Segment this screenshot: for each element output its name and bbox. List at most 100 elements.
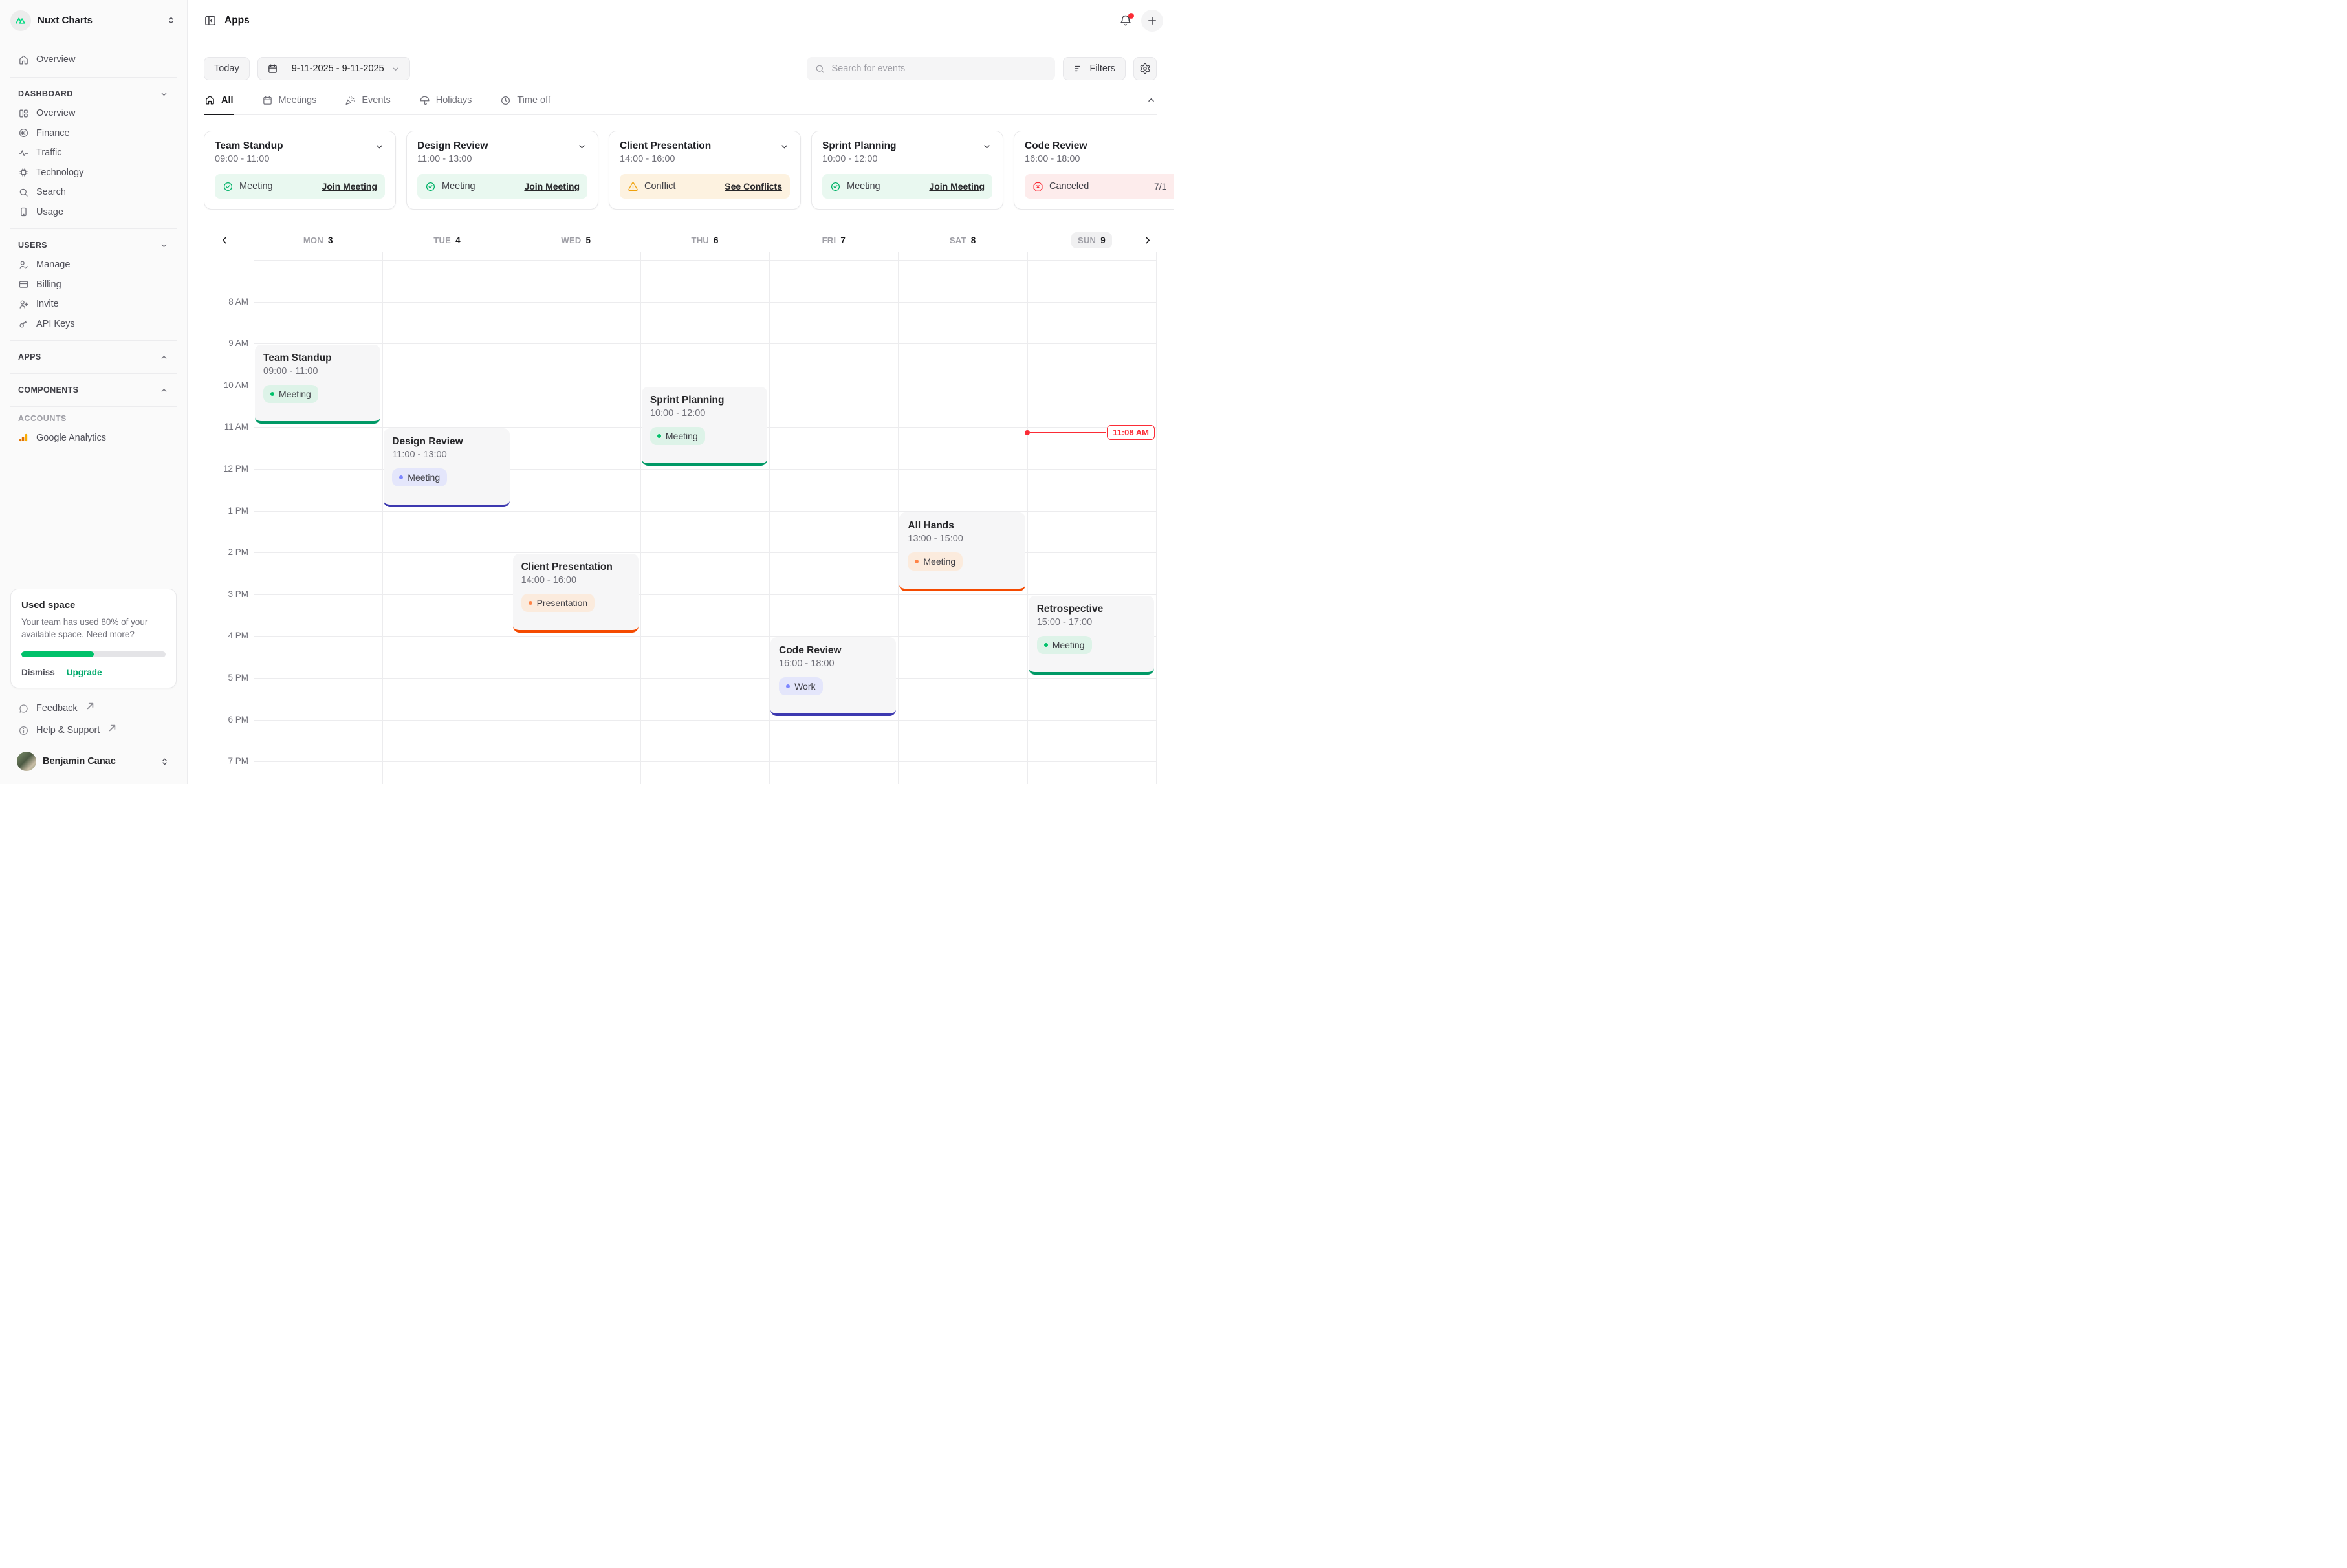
sidebar-item-traffic[interactable]: Traffic — [10, 144, 177, 162]
sidebar-item-invite[interactable]: Invite — [10, 295, 177, 314]
tab-holidays[interactable]: Holidays — [419, 94, 473, 114]
sidebar-item-overview-top[interactable]: Overview — [10, 50, 177, 69]
sidebar-toggle-icon[interactable] — [204, 14, 217, 27]
date-range-picker[interactable]: 9-11-2025 - 9-11-2025 — [257, 57, 410, 80]
up-down-chevron-icon — [166, 15, 177, 26]
sidebar-item-technology[interactable]: Technology — [10, 163, 177, 182]
hour-gridline — [254, 636, 1157, 637]
event-card-title: Sprint Planning — [822, 140, 897, 151]
chevron-down-icon[interactable] — [576, 141, 587, 152]
upgrade-button[interactable]: Upgrade — [66, 668, 102, 677]
tab-meetings[interactable]: Meetings — [261, 94, 318, 114]
calendar-grid: 8 AM 9 AM 10 AM 11 AM 12 PM 1 PM 2 PM 3 PM 4 PM 5… — [204, 252, 1157, 784]
day-header-sun-9: SUN 9 — [1027, 229, 1156, 252]
dismiss-button[interactable]: Dismiss — [21, 668, 55, 677]
event-tag-badge: Meeting — [263, 385, 318, 404]
hour-gridline — [254, 677, 1157, 679]
sidebar-section-dashboard[interactable]: DASHBOARD — [10, 85, 177, 103]
day-header-thu-6: THU 6 — [691, 235, 719, 245]
workspace-switcher[interactable]: Nuxt Charts — [0, 0, 187, 41]
settings-button[interactable] — [1133, 57, 1157, 80]
divider — [10, 228, 177, 229]
sidebar-item-api-keys[interactable]: API Keys — [10, 314, 177, 333]
sidebar-item-overview[interactable]: Overview — [10, 104, 177, 123]
sidebar-item-manage[interactable]: Manage — [10, 256, 177, 274]
hour-gridline — [254, 761, 1157, 763]
user-menu[interactable]: Benjamin Canac — [10, 748, 177, 775]
calendar-event-all-hands[interactable]: All Hands 13:00 - 15:00 Meeting — [899, 512, 1025, 591]
chevron-down-icon[interactable] — [779, 141, 790, 152]
notifications-button[interactable] — [1119, 12, 1134, 27]
banner-action-link[interactable]: Join Meeting — [322, 181, 377, 191]
google-analytics-icon — [18, 432, 29, 443]
date-range-value: 9-11-2025 - 9-11-2025 — [291, 63, 384, 74]
check-circle-icon — [223, 181, 234, 192]
event-card-sprint-planning: Sprint Planning 10:00 - 12:00 Meeting Jo… — [811, 131, 1003, 210]
day-gridline — [769, 252, 770, 784]
sidebar-item-usage[interactable]: Usage — [10, 202, 177, 221]
party-popper-icon — [345, 95, 356, 106]
calendar-event-code-review[interactable]: Code Review 16:00 - 18:00 Work — [770, 637, 897, 717]
tag-dot-icon — [915, 559, 919, 563]
sidebar-section-users[interactable]: USERS — [10, 236, 177, 254]
sidebar-item-google-analytics[interactable]: Google Analytics — [10, 428, 177, 447]
day-gridline — [1027, 252, 1028, 784]
status-label: Meeting — [239, 181, 273, 191]
calendar-event-retrospective[interactable]: Retrospective 15:00 - 17:00 Meeting — [1028, 595, 1154, 675]
chevron-up-icon — [159, 353, 169, 362]
day-gridline — [640, 252, 641, 784]
hour-label: 11 AM — [224, 422, 248, 432]
banner-action-link[interactable]: Join Meeting — [929, 181, 985, 191]
content: Today 9-11-2025 - 9-11-2025 Filters — [188, 41, 1174, 784]
home-icon — [204, 94, 215, 105]
current-time-dot-icon — [1024, 430, 1030, 435]
tab-events[interactable]: Events — [344, 94, 391, 114]
tab-time-off[interactable]: Time off — [499, 94, 551, 114]
banner-action-link[interactable]: See Conflicts — [725, 181, 782, 191]
calendar-event-sprint-planning[interactable]: Sprint Planning 10:00 - 12:00 Meeting — [641, 386, 768, 466]
layout-icon — [18, 108, 29, 119]
divider — [10, 340, 177, 341]
search-icon — [18, 187, 29, 198]
home-icon — [18, 54, 29, 65]
chevron-right-icon[interactable] — [1142, 235, 1153, 246]
sidebar-item-search[interactable]: Search — [10, 183, 177, 202]
credit-card-icon — [18, 279, 29, 290]
search-input[interactable] — [831, 63, 1047, 74]
hour-gridline — [254, 552, 1157, 554]
sidebar-item-finance[interactable]: Finance — [10, 124, 177, 142]
event-card-time: 10:00 - 12:00 — [822, 154, 878, 164]
event-card-title: Code Review — [1025, 140, 1087, 151]
divider — [10, 406, 177, 407]
tab-all[interactable]: All — [204, 94, 234, 115]
banner-action-link[interactable]: Join Meeting — [524, 181, 580, 191]
calendar-icon — [262, 95, 273, 106]
event-tag-badge: Meeting — [908, 552, 963, 571]
sidebar-link-help-support[interactable]: Help & Support — [10, 719, 177, 741]
today-button[interactable]: Today — [204, 57, 250, 80]
filters-button[interactable]: Filters — [1062, 57, 1126, 80]
chevron-left-icon[interactable] — [219, 235, 230, 246]
collapse-cards-icon[interactable] — [1146, 94, 1157, 105]
calendar-event-team-standup[interactable]: Team Standup 09:00 - 11:00 Meeting — [255, 345, 381, 424]
sidebar-section-components[interactable]: COMPONENTS — [10, 381, 177, 399]
activity-icon — [18, 147, 29, 158]
chevron-down-icon[interactable] — [374, 141, 385, 152]
check-circle-icon — [830, 181, 841, 192]
sidebar-item-billing[interactable]: Billing — [10, 275, 177, 294]
external-link-icon — [85, 701, 96, 712]
sidebar-link-feedback[interactable]: Feedback — [10, 697, 177, 719]
calendar-event-design-review[interactable]: Design Review 11:00 - 13:00 Meeting — [384, 428, 510, 508]
hour-gridline — [254, 719, 1157, 721]
external-link-icon — [107, 723, 118, 734]
calendar-event-client-presentation[interactable]: Client Presentation 14:00 - 16:00 Presen… — [512, 554, 639, 633]
hour-label: 8 AM — [228, 296, 248, 307]
event-card-time: 16:00 - 18:00 — [1025, 154, 1080, 164]
hour-label: 7 PM — [228, 756, 248, 767]
up-down-chevron-icon — [159, 756, 170, 767]
add-button[interactable] — [1141, 9, 1163, 32]
sidebar-section-apps[interactable]: APPS — [10, 348, 177, 366]
chevron-down-icon[interactable] — [981, 141, 992, 152]
user-name: Benjamin Canac — [43, 756, 116, 767]
hour-label: 3 PM — [228, 589, 248, 599]
